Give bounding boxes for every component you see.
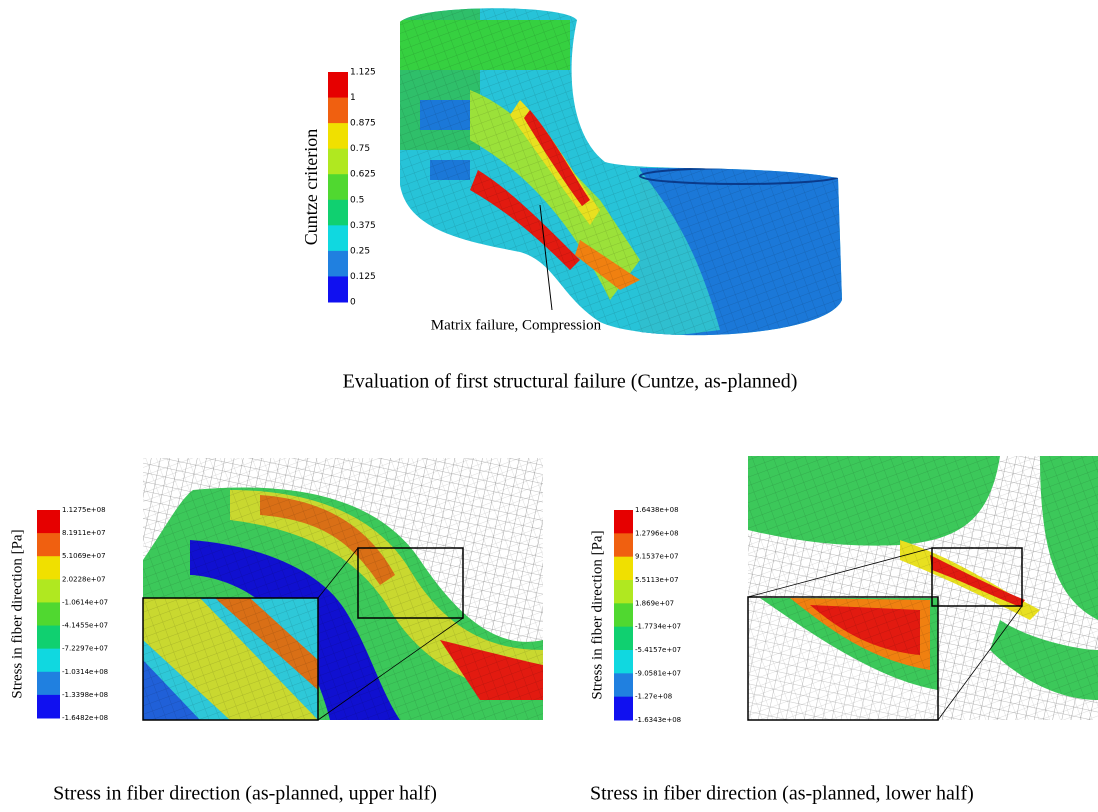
colorbar-label: 1.125 xyxy=(350,68,376,78)
colorbar-band xyxy=(614,650,633,674)
colorbar-band xyxy=(37,579,60,603)
colorbar-label: -1.0314e+08 xyxy=(62,668,108,676)
colorbar-label: 1.1275e+08 xyxy=(62,506,106,514)
page: Matrix failure, Compression Evaluation o… xyxy=(0,0,1098,812)
colorbar-band xyxy=(614,580,633,604)
colorbar-band xyxy=(614,627,633,651)
colorbar-band xyxy=(37,695,60,719)
colorbar-band xyxy=(37,602,60,626)
colorbar-label: 1.869e+07 xyxy=(635,599,674,607)
caption: Stress in fiber direction (as-planned, l… xyxy=(590,783,974,805)
colorbar-label: 0.375 xyxy=(350,221,376,231)
colorbar-band xyxy=(37,672,60,696)
colorbar-label: 0.5 xyxy=(350,195,364,205)
cuntze-render xyxy=(395,0,845,350)
colorbar-band xyxy=(37,533,60,557)
colorbar-label: -4.1455e+07 xyxy=(62,622,108,630)
colorbar-label: 0 xyxy=(350,298,356,308)
colorbar-label: -1.6343e+08 xyxy=(635,716,681,724)
colorbar-label: 2.0228e+07 xyxy=(62,575,106,583)
colorbar-band xyxy=(328,174,348,200)
colorbar-band xyxy=(328,225,348,251)
colorbar-band xyxy=(37,556,60,580)
colorbar-band xyxy=(614,673,633,697)
colorbar-band xyxy=(328,276,348,302)
colorbar-band xyxy=(37,626,60,650)
colorbar-label: 5.5113e+07 xyxy=(635,576,679,584)
colorbar-label: 0.125 xyxy=(350,272,376,282)
colorbar-title: Cuntze criterion xyxy=(301,129,321,245)
colorbar-label: -7.2297e+07 xyxy=(62,645,108,653)
colorbar-label: -9.0581e+07 xyxy=(635,669,681,677)
colorbar-band xyxy=(614,510,633,534)
colorbar-label: 5.1069e+07 xyxy=(62,552,106,560)
figure: Matrix failure, Compression Evaluation o… xyxy=(0,0,1098,812)
colorbar-label: 0.25 xyxy=(350,246,370,256)
colorbar-label: -1.0614e+07 xyxy=(62,598,108,606)
colorbar-label: -1.6482e+08 xyxy=(62,714,108,722)
colorbar-band xyxy=(328,123,348,149)
colorbar-label: -1.7734e+07 xyxy=(635,623,681,631)
colorbar-title: Stress in fiber direction [Pa] xyxy=(9,529,25,698)
colorbar-band xyxy=(37,649,60,673)
colorbar-band xyxy=(614,557,633,581)
caption: Evaluation of first structural failure (… xyxy=(343,371,798,393)
colorbar-band xyxy=(328,72,348,98)
colorbar-band xyxy=(37,510,60,534)
annotation: Matrix failure, Compression xyxy=(431,317,602,333)
colorbar-label: 8.1911e+07 xyxy=(62,529,106,537)
colorbar-label: -1.27e+08 xyxy=(635,693,672,701)
colorbar-band xyxy=(614,603,633,627)
colorbar-label: 9.1537e+07 xyxy=(635,553,679,561)
colorbar-label: -1.3398e+08 xyxy=(62,691,108,699)
colorbar-title: Stress in fiber direction [Pa] xyxy=(589,530,605,699)
colorbar-band xyxy=(614,533,633,557)
colorbar-band xyxy=(614,697,633,721)
colorbar-label: 0.625 xyxy=(350,170,376,180)
colorbar-band xyxy=(328,200,348,226)
caption: Stress in fiber direction (as-planned, u… xyxy=(53,783,437,805)
colorbar-band xyxy=(328,149,348,175)
colorbar-label: 1.2796e+08 xyxy=(635,529,679,537)
colorbar-label: -5.4157e+07 xyxy=(635,646,681,654)
colorbar-band xyxy=(328,98,348,124)
colorbar-band xyxy=(328,251,348,277)
colorbar-label: 1 xyxy=(350,93,356,103)
lower-half-render xyxy=(748,456,1098,720)
upper-half-render xyxy=(143,458,543,720)
colorbar-label: 1.6438e+08 xyxy=(635,506,679,514)
colorbar-label: 0.75 xyxy=(350,144,370,154)
colorbar-label: 0.875 xyxy=(350,119,376,129)
